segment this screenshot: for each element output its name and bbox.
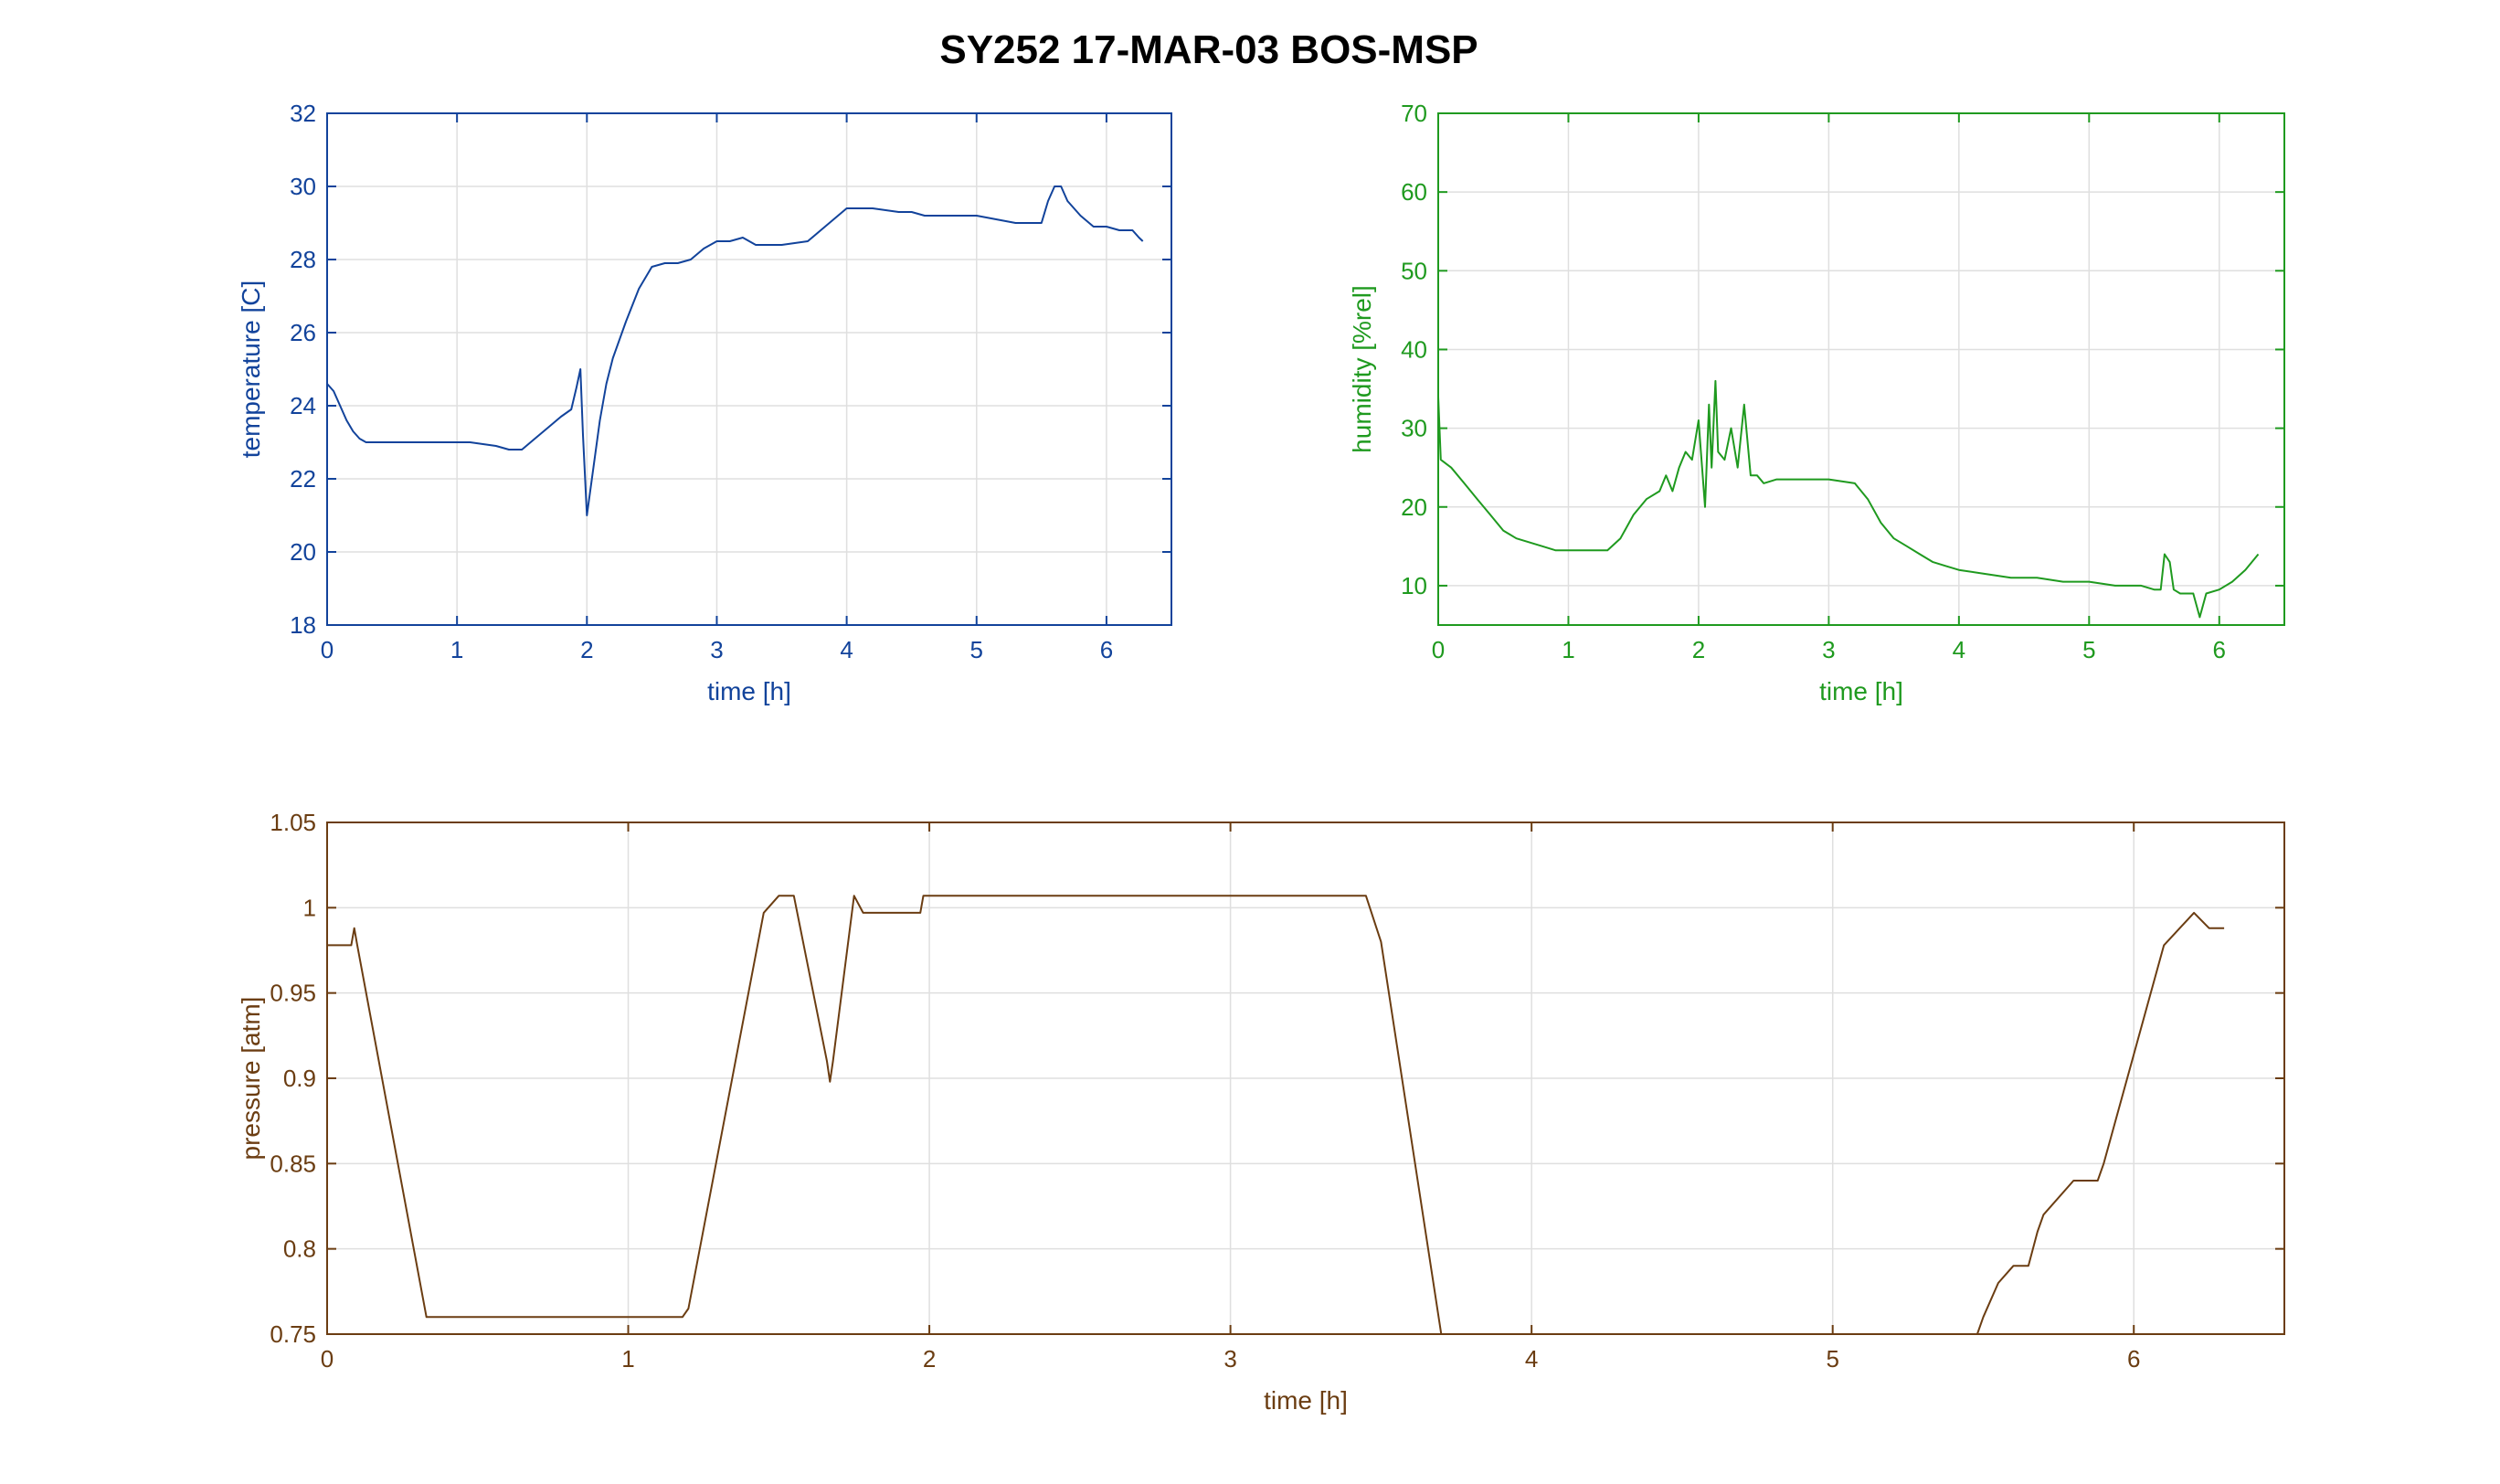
pressure-y-tick-label: 0.8	[283, 1235, 316, 1263]
temperature-x-tick-label: 6	[1100, 636, 1113, 663]
pressure-x-tick-label: 2	[923, 1345, 936, 1373]
pressure-chart: 0 1 2 3 4 5 6 0.75 0.8 0.85 0.9 0.95 1 1.05 time [h] pr…	[237, 809, 2285, 1415]
temperature-series-line	[326, 186, 1144, 516]
humidity-x-tick-label: 1	[1562, 636, 1574, 663]
pressure-x-tick-label: 0	[321, 1345, 334, 1373]
temperature-plot-area	[327, 113, 1171, 625]
temperature-x-tick-label: 4	[840, 636, 853, 663]
temperature-y-tick-label: 20	[290, 538, 316, 566]
temperature-x-tick-label: 3	[710, 636, 723, 663]
humidity-x-tick-label: 5	[2082, 636, 2095, 663]
humidity-y-tick-label: 70	[1401, 100, 1427, 127]
temperature-x-tick-label: 5	[970, 636, 983, 663]
temperature-x-tick-label: 1	[450, 636, 463, 663]
temperature-y-tick-label: 30	[290, 173, 316, 200]
humidity-x-tick-label: 6	[2213, 636, 2226, 663]
temperature-y-tick-label: 18	[290, 611, 316, 639]
pressure-y-axis-label: pressure [atm]	[237, 997, 265, 1161]
pressure-y-tick-label: 1.05	[270, 809, 316, 836]
temperature-y-tick-label: 24	[290, 392, 316, 419]
humidity-x-tick-label: 2	[1692, 636, 1705, 663]
humidity-y-axis-label: humidity [%rel]	[1348, 285, 1376, 453]
humidity-y-tick-label: 50	[1401, 257, 1427, 284]
humidity-x-axis-label: time [h]	[1819, 677, 1903, 705]
humidity-y-tick-label: 10	[1401, 572, 1427, 599]
humidity-y-tick-label: 60	[1401, 178, 1427, 206]
humidity-y-tick-label: 40	[1401, 335, 1427, 363]
humidity-y-tick-label: 30	[1401, 415, 1427, 442]
pressure-x-tick-label: 5	[1826, 1345, 1838, 1373]
pressure-y-tick-label: 0.85	[270, 1150, 316, 1177]
temperature-x-tick-label: 2	[580, 636, 593, 663]
pressure-x-tick-label: 4	[1525, 1345, 1538, 1373]
humidity-plot-area	[1438, 113, 2284, 625]
pressure-x-tick-label: 6	[2127, 1345, 2140, 1373]
humidity-chart: 0 1 2 3 4 5 6 10 20 30 40 50 60 70 time [h] humidity [%…	[1348, 100, 2285, 705]
temperature-chart: 0 1 2 3 4 5 6 18 20 22 24 26 28 30 32 time [h] temperatu…	[237, 100, 1172, 705]
humidity-x-tick-label: 0	[1432, 636, 1445, 663]
temperature-y-tick-label: 22	[290, 465, 316, 493]
temperature-y-axis-label: temperature [C]	[237, 281, 265, 459]
pressure-y-tick-label: 0.75	[270, 1320, 316, 1348]
temperature-y-tick-label: 28	[290, 246, 316, 273]
pressure-y-tick-label: 1	[303, 894, 316, 921]
humidity-x-tick-label: 3	[1822, 636, 1835, 663]
temperature-axes-frame	[326, 112, 1172, 626]
pressure-x-tick-label: 1	[621, 1345, 634, 1373]
pressure-y-tick-label: 0.95	[270, 980, 316, 1007]
humidity-axes-frame	[1437, 112, 2285, 626]
humidity-x-tick-label: 4	[1953, 636, 1965, 663]
temperature-y-tick-label: 32	[290, 100, 316, 127]
temperature-y-tick-label: 26	[290, 319, 316, 346]
pressure-series-line	[327, 895, 2225, 1335]
pressure-x-axis-label: time [h]	[1264, 1386, 1348, 1415]
temperature-x-tick-label: 0	[321, 636, 334, 663]
humidity-series-line	[1437, 379, 2260, 619]
pressure-y-tick-label: 0.9	[283, 1065, 316, 1092]
figure-title: SY252 17-MAR-03 BOS-MSP	[939, 27, 1478, 72]
temperature-x-axis-label: time [h]	[707, 677, 791, 705]
pressure-x-tick-label: 3	[1224, 1345, 1236, 1373]
humidity-y-tick-label: 20	[1401, 493, 1427, 521]
